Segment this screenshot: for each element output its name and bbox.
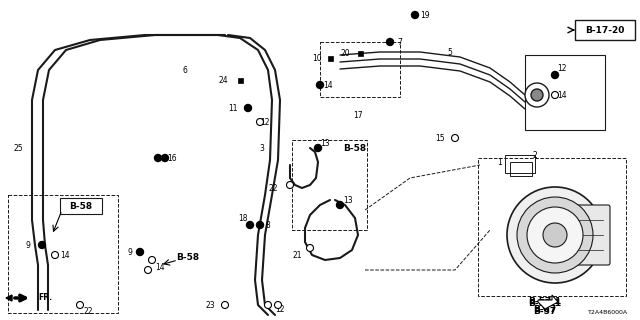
Circle shape: [543, 223, 567, 247]
Text: B-57-1: B-57-1: [529, 298, 562, 307]
Bar: [320, 42, 400, 97]
Text: 9: 9: [127, 247, 132, 257]
Circle shape: [136, 249, 143, 255]
Circle shape: [552, 92, 559, 99]
Text: 23: 23: [205, 300, 215, 309]
Circle shape: [38, 242, 45, 249]
Text: 5: 5: [447, 47, 452, 57]
Circle shape: [77, 301, 83, 308]
Bar: [8, 195, 118, 313]
Text: 20: 20: [340, 49, 350, 58]
Text: 7: 7: [397, 37, 403, 46]
Polygon shape: [6, 295, 12, 301]
Text: 22: 22: [83, 308, 93, 316]
Text: B-57-1: B-57-1: [529, 300, 562, 308]
Circle shape: [264, 301, 271, 308]
Text: 21: 21: [292, 251, 302, 260]
Text: 24: 24: [218, 76, 228, 84]
Text: B-57: B-57: [533, 306, 557, 315]
Circle shape: [244, 105, 252, 111]
Text: 10: 10: [312, 53, 322, 62]
Circle shape: [552, 71, 559, 78]
Bar: [328, 55, 333, 60]
Circle shape: [161, 155, 168, 162]
Circle shape: [154, 155, 161, 162]
Circle shape: [221, 301, 228, 308]
Text: FR.: FR.: [38, 293, 52, 302]
Circle shape: [525, 83, 549, 107]
Circle shape: [507, 187, 603, 283]
Polygon shape: [538, 295, 558, 309]
Circle shape: [51, 252, 58, 259]
Text: 11: 11: [228, 103, 238, 113]
Text: 14: 14: [155, 263, 165, 273]
Text: 13: 13: [343, 196, 353, 204]
Bar: [510, 162, 532, 176]
Circle shape: [517, 197, 593, 273]
Text: 15: 15: [435, 133, 445, 142]
Text: 2: 2: [532, 150, 538, 159]
Circle shape: [148, 257, 156, 263]
Text: T2A4B6000A: T2A4B6000A: [588, 310, 628, 315]
Bar: [478, 158, 626, 296]
Text: 16: 16: [167, 154, 177, 163]
Circle shape: [531, 89, 543, 101]
Text: 14: 14: [323, 81, 333, 90]
Text: 8: 8: [266, 220, 270, 229]
Bar: [358, 51, 362, 55]
Text: 3: 3: [260, 143, 264, 153]
Circle shape: [412, 12, 419, 19]
Circle shape: [307, 244, 314, 252]
Circle shape: [451, 134, 458, 141]
Text: 13: 13: [320, 139, 330, 148]
Text: 19: 19: [420, 11, 430, 20]
Circle shape: [387, 38, 394, 45]
Circle shape: [527, 207, 583, 263]
Circle shape: [314, 145, 321, 151]
Circle shape: [275, 301, 282, 308]
Circle shape: [257, 221, 264, 228]
Bar: [505, 155, 535, 173]
Text: 17: 17: [353, 110, 363, 119]
Text: 22: 22: [269, 183, 278, 193]
Bar: [237, 77, 243, 83]
Text: B-58: B-58: [344, 143, 367, 153]
Circle shape: [246, 221, 253, 228]
Text: 18: 18: [239, 213, 248, 222]
Text: B-58: B-58: [177, 253, 200, 262]
Text: 14: 14: [557, 91, 567, 100]
Text: 12: 12: [260, 117, 269, 126]
Text: 9: 9: [25, 241, 30, 250]
Text: 12: 12: [275, 306, 285, 315]
Text: 6: 6: [182, 66, 188, 75]
Bar: [575, 20, 635, 40]
Text: 14: 14: [60, 251, 70, 260]
Bar: [292, 140, 367, 230]
Text: B-58: B-58: [69, 202, 93, 211]
Text: 12: 12: [557, 63, 567, 73]
Text: B-57: B-57: [533, 308, 557, 316]
Circle shape: [145, 267, 152, 274]
FancyBboxPatch shape: [558, 205, 610, 265]
Circle shape: [257, 118, 264, 125]
Circle shape: [287, 181, 294, 188]
Bar: [525, 55, 605, 130]
Circle shape: [337, 202, 344, 209]
Circle shape: [317, 82, 323, 89]
Text: B-17-20: B-17-20: [586, 26, 625, 35]
Text: 1: 1: [497, 157, 502, 166]
Text: 25: 25: [13, 143, 23, 153]
Bar: [60, 198, 102, 214]
